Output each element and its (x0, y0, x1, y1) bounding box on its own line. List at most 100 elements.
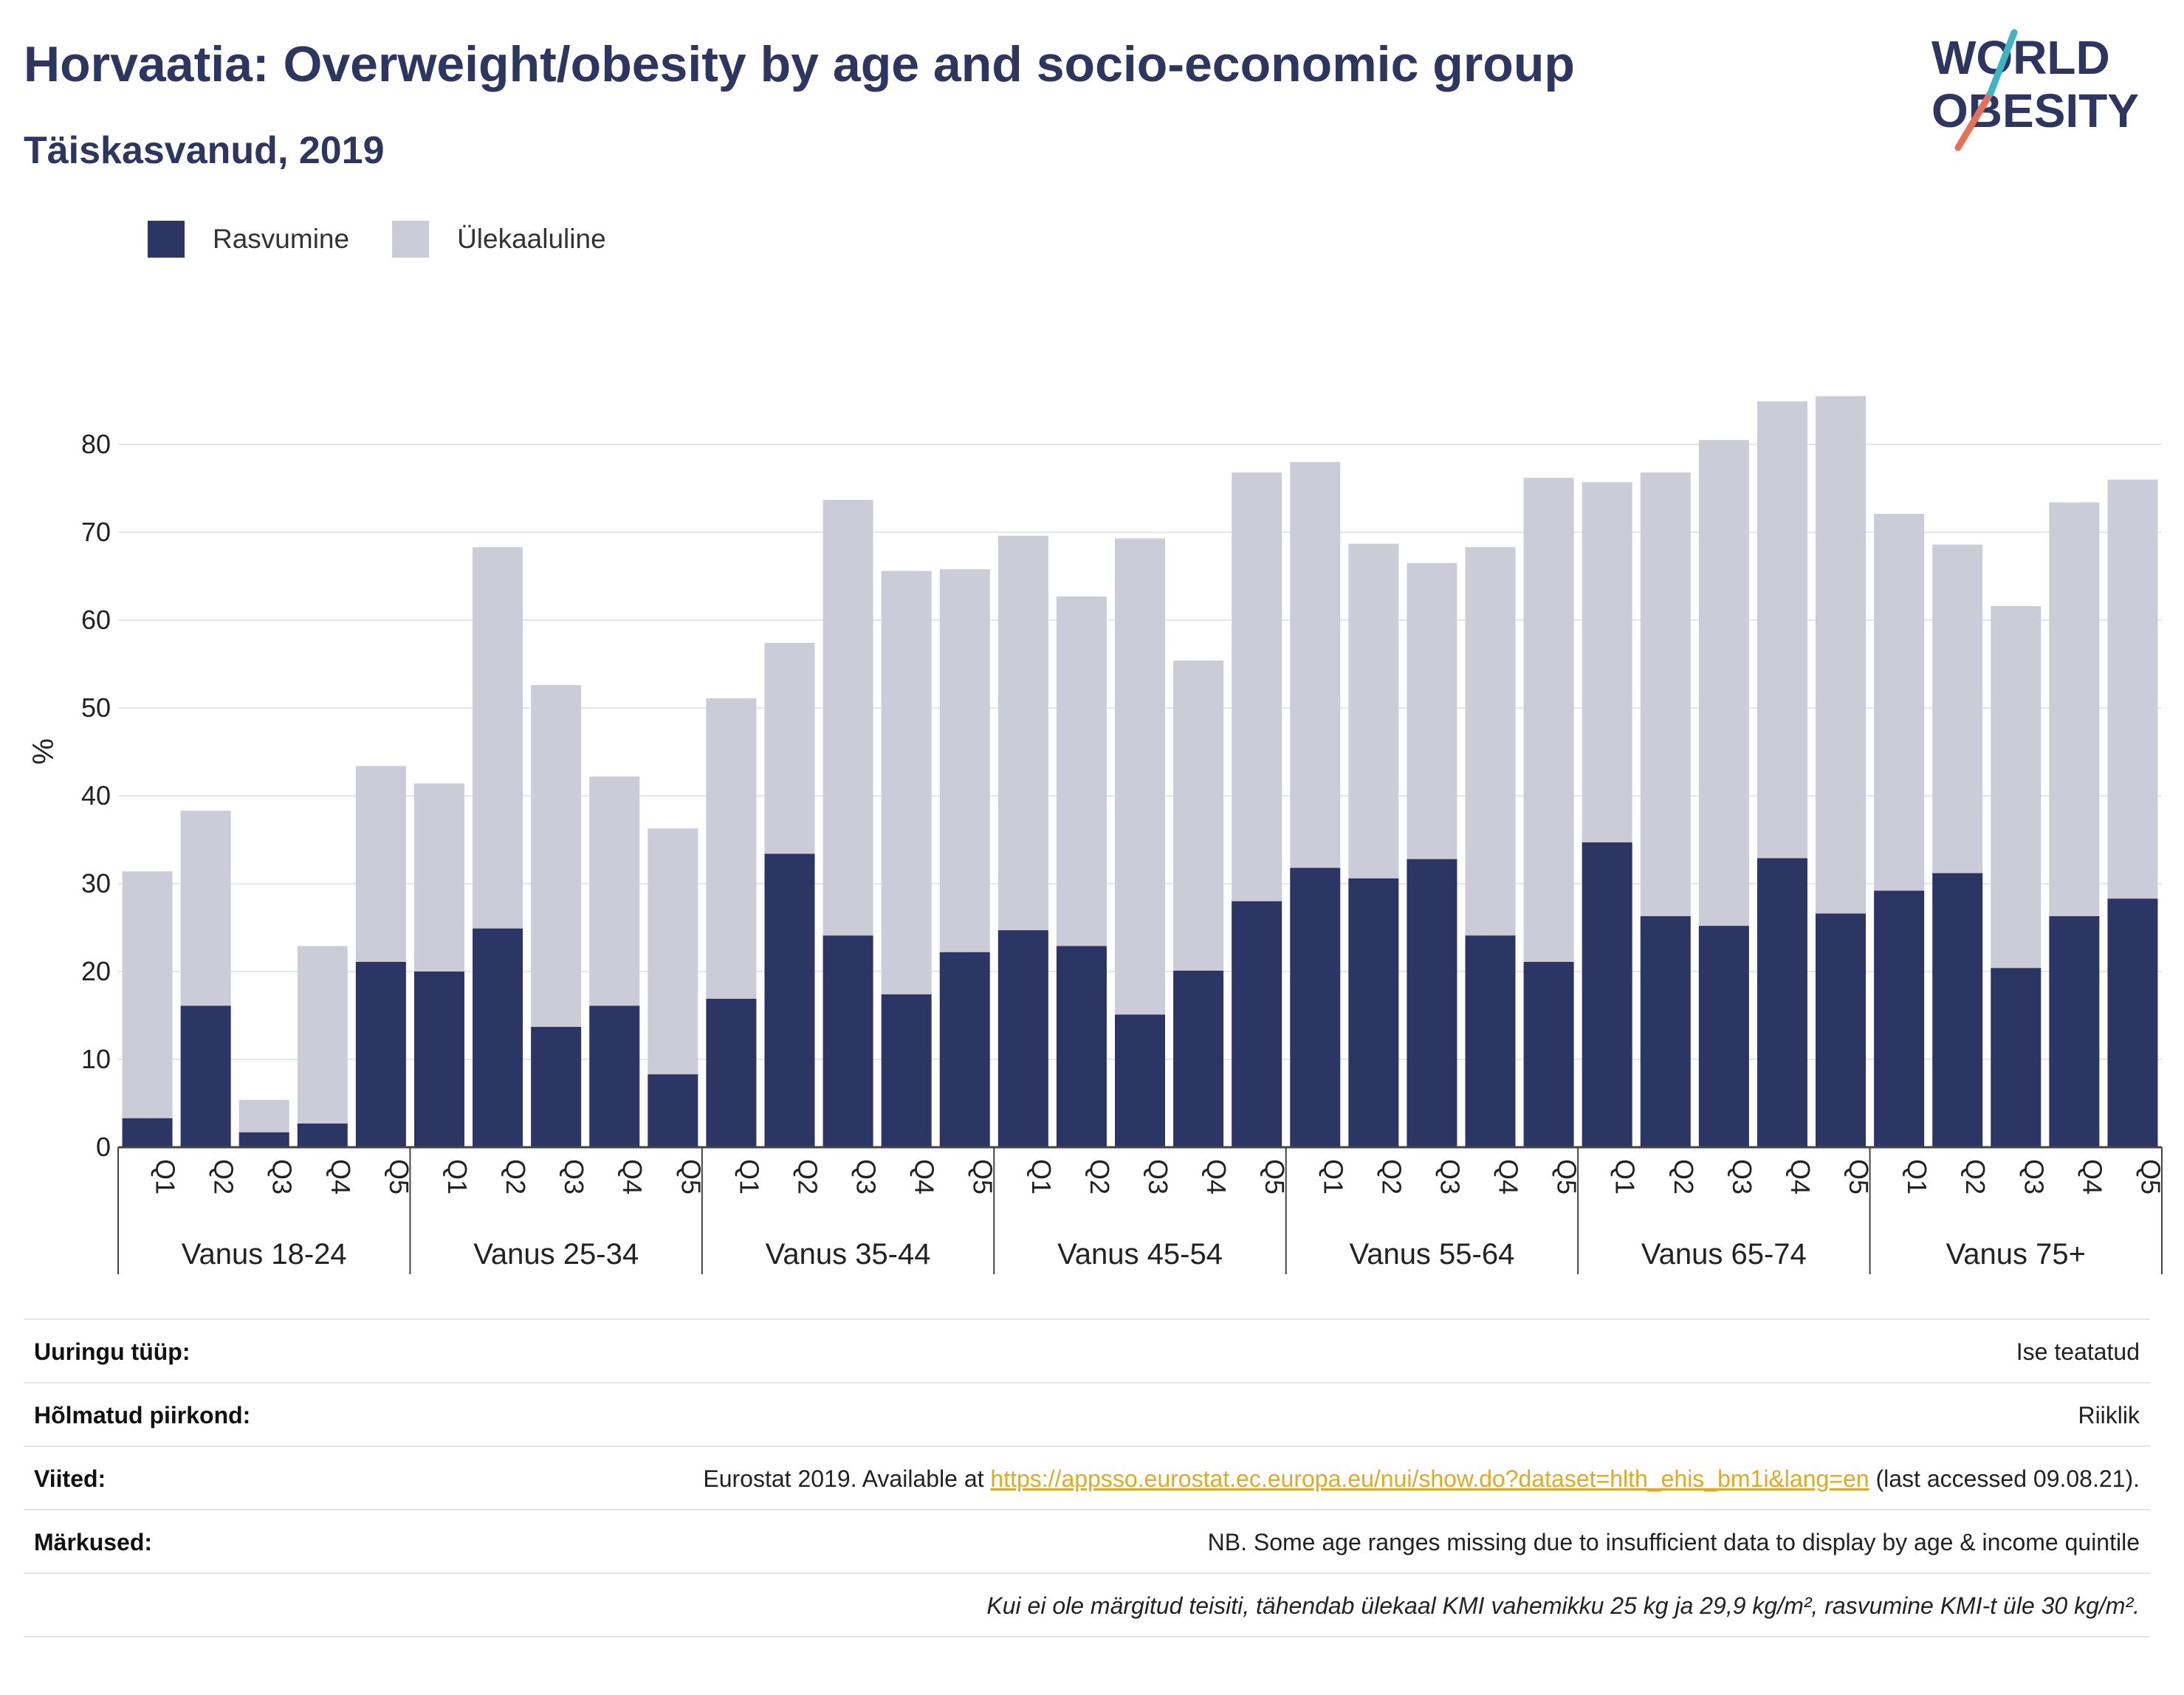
bar-overweight (1991, 605, 2042, 969)
x-tick-label: Q2 (1669, 1159, 1699, 1194)
bar-obesity (355, 961, 406, 1147)
reference-link[interactable]: https://appsso.eurostat.ec.europa.eu/nui… (990, 1465, 1869, 1492)
info-value-survey-type: Ise teatatud (2016, 1338, 2140, 1365)
x-tick-label: Q3 (2019, 1159, 2049, 1194)
group-label: Vanus 35-44 (766, 1238, 931, 1271)
group-label: Vanus 25-34 (473, 1238, 639, 1271)
bar-overweight (180, 811, 231, 1006)
x-tick-label: Q1 (734, 1159, 764, 1194)
page-title: Horvaatia: Overweight/obesity by age and… (24, 36, 1575, 92)
legend-swatch-obesity (148, 221, 185, 258)
bar-obesity (1407, 859, 1457, 1147)
bar-overweight (1407, 563, 1457, 859)
x-tick-label: Q1 (1026, 1159, 1057, 1194)
x-tick-label: Q3 (1143, 1159, 1173, 1194)
x-tick-label: Q2 (501, 1159, 531, 1194)
reference-text: Eurostat 2019. Available at (703, 1465, 991, 1492)
bar-overweight (1757, 401, 1807, 859)
legend-item-obesity: Rasvumine (148, 221, 349, 258)
y-tick-label: 10 (81, 1044, 111, 1074)
bar-overweight (355, 766, 406, 962)
bar-overweight (997, 535, 1048, 931)
bar-obesity (1523, 961, 1574, 1147)
bar-overweight (473, 547, 523, 929)
bar-overweight (122, 871, 173, 1118)
bar-overweight (1465, 547, 1516, 936)
footnote-text: Kui ei ole märgitud teisiti, tähendab ül… (986, 1592, 2140, 1619)
bar-overweight (1874, 514, 1925, 891)
bar-overweight (589, 776, 640, 1006)
bar-overweight (1816, 396, 1867, 914)
x-tick-label: Q4 (1785, 1159, 1816, 1194)
bar-obesity (297, 1123, 348, 1147)
bar-overweight (1698, 440, 1749, 926)
bar-obesity (589, 1005, 640, 1147)
bar-obesity (238, 1132, 289, 1147)
bar-overweight (648, 828, 698, 1075)
bar-obesity (1348, 878, 1399, 1147)
x-tick-label: Q3 (1435, 1159, 1465, 1194)
bar-obesity (2049, 916, 2100, 1147)
x-tick-label: Q5 (968, 1159, 998, 1194)
y-tick-label: 40 (81, 780, 111, 811)
bar-obesity (1757, 858, 1807, 1147)
chart-legend: Rasvumine Ülekaaluline (148, 220, 649, 258)
y-tick-label: 30 (81, 868, 111, 898)
bar-obesity (881, 994, 932, 1147)
group-label: Vanus 55-64 (1349, 1238, 1514, 1271)
y-axis-label: % (27, 738, 60, 765)
bar-obesity (1056, 946, 1107, 1147)
bar-obesity (1816, 913, 1867, 1147)
info-key-references: Viited: (34, 1465, 106, 1492)
logo-line-1: WORLD (1931, 31, 2110, 84)
info-value-notes: NB. Some age ranges missing due to insuf… (1207, 1529, 2140, 1555)
x-tick-label: Q1 (442, 1159, 473, 1194)
legend-item-overweight: Ülekaaluline (392, 221, 606, 258)
x-tick-label: Q5 (384, 1159, 414, 1194)
x-tick-label: Q4 (617, 1159, 648, 1194)
bar-overweight (1582, 482, 1632, 843)
info-row-region: Hõlmatud piirkond: Riiklik (24, 1382, 2150, 1445)
bar-obesity (122, 1118, 173, 1147)
x-tick-label: Q4 (1494, 1159, 1524, 1194)
bar-obesity (939, 952, 990, 1147)
bar-obesity (1640, 916, 1691, 1147)
x-tick-label: Q1 (1318, 1159, 1348, 1194)
bar-overweight (297, 946, 348, 1124)
bar-overweight (706, 698, 757, 999)
bar-overweight (1232, 472, 1282, 901)
y-tick-label: 50 (81, 692, 111, 723)
x-tick-label: Q5 (676, 1159, 706, 1194)
bar-overweight (238, 1099, 289, 1132)
x-tick-label: Q3 (1727, 1159, 1757, 1194)
info-key-survey-type: Uuringu tüüp: (34, 1338, 190, 1365)
x-tick-label: Q1 (1902, 1159, 1932, 1194)
info-row-references: Viited: Eurostat 2019. Available at http… (24, 1445, 2150, 1509)
bar-overweight (2049, 502, 2100, 917)
x-tick-label: Q3 (851, 1159, 882, 1194)
x-tick-label: Q3 (559, 1159, 589, 1194)
bar-obesity (180, 1005, 231, 1147)
bar-obesity (1232, 901, 1282, 1147)
bar-obesity (764, 853, 815, 1147)
bar-obesity (531, 1026, 582, 1147)
bar-overweight (1932, 544, 1983, 873)
y-tick-label: 20 (81, 956, 111, 986)
legend-label-overweight: Ülekaaluline (457, 224, 606, 254)
group-label: Vanus 75+ (1946, 1238, 2086, 1271)
info-row-notes: Märkused: NB. Some age ranges missing du… (24, 1509, 2150, 1572)
info-key-region: Hõlmatud piirkond: (34, 1402, 251, 1428)
bar-overweight (1056, 596, 1107, 946)
world-obesity-logo: WORLD OBESITY (1931, 29, 2139, 151)
bar-obesity (1991, 968, 2042, 1147)
bar-obesity (823, 935, 873, 1147)
y-tick-label: 60 (81, 605, 111, 635)
x-tick-label: Q5 (1844, 1159, 1874, 1194)
x-tick-label: Q4 (910, 1159, 940, 1194)
bar-obesity (648, 1074, 698, 1147)
bar-overweight (881, 571, 932, 994)
bar-obesity (1932, 873, 1983, 1147)
x-tick-label: Q1 (1610, 1159, 1641, 1194)
bar-obesity (1114, 1014, 1166, 1147)
info-value-references: Eurostat 2019. Available at https://apps… (703, 1463, 2140, 1494)
